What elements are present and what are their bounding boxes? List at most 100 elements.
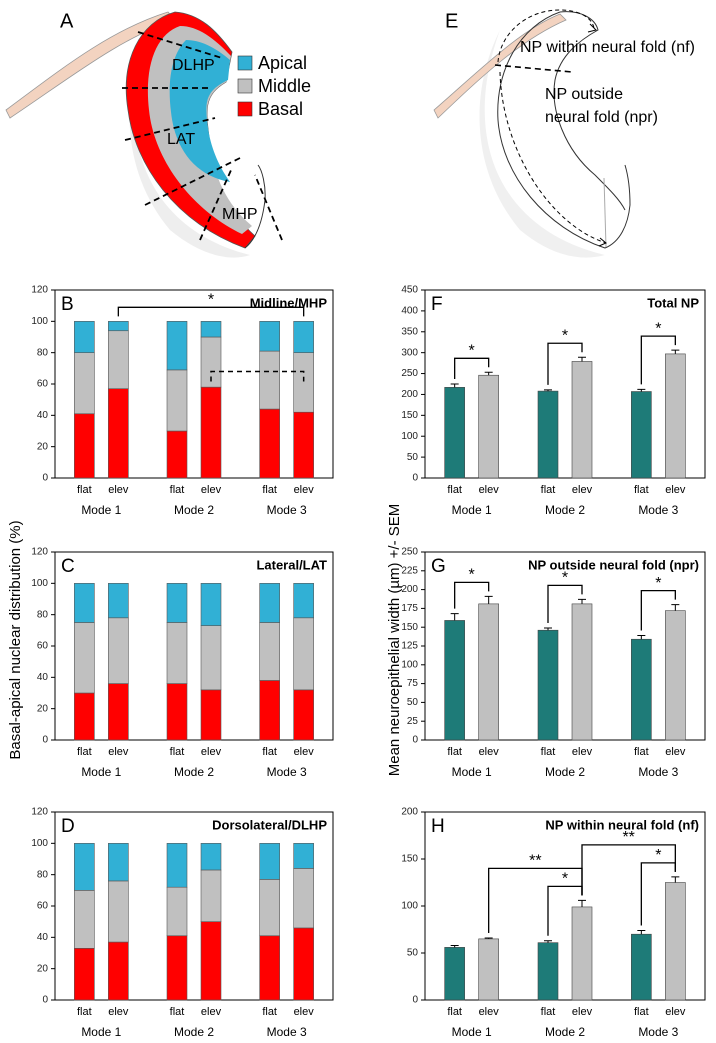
bar <box>665 882 686 1001</box>
x-tick-label: elev <box>665 746 686 758</box>
bar-segment <box>200 583 222 626</box>
chart-title: NP within neural fold (nf) <box>545 817 699 832</box>
bar-segment <box>293 927 314 1001</box>
plot-frame <box>54 289 334 479</box>
group-label: Mode 1 <box>452 503 492 517</box>
panel-letter: C <box>61 556 75 577</box>
region-dividers <box>122 31 283 241</box>
significance: * <box>655 320 661 337</box>
significance: * <box>469 343 475 360</box>
bar <box>537 942 559 1001</box>
bar-segment <box>166 622 188 684</box>
bar <box>444 387 465 479</box>
x-tick-label: flat <box>634 1006 649 1018</box>
y-tick-label: 100 <box>31 578 48 589</box>
group-label: Mode 3 <box>267 503 307 517</box>
midline <box>603 177 607 248</box>
error-bar <box>484 371 493 376</box>
y-tick-label: 250 <box>401 547 418 558</box>
error-bar <box>637 634 646 640</box>
bar-segment <box>200 625 222 691</box>
y-tick-label: 120 <box>31 285 48 296</box>
bar <box>631 933 652 1001</box>
y-tick-label: 100 <box>401 659 418 670</box>
y-tick-label: 100 <box>31 838 48 849</box>
bar-segment <box>293 689 314 741</box>
bar-segment <box>108 941 129 1001</box>
x-tick-label: elev <box>294 1006 315 1018</box>
bar-segment <box>108 617 129 684</box>
error-bar <box>450 383 459 388</box>
y-tick-label: 120 <box>31 807 48 818</box>
y-tick-label: 250 <box>401 368 418 379</box>
region-label: NP outside <box>545 86 623 103</box>
x-tick-label: elev <box>294 746 315 758</box>
bar-segment <box>166 843 188 888</box>
panel-letter: B <box>61 294 74 315</box>
bar <box>478 603 499 741</box>
y-tick-label: 40 <box>37 410 49 421</box>
x-tick-label: elev <box>572 484 593 496</box>
npr-path <box>499 71 607 244</box>
bar-segment <box>74 843 95 891</box>
bar-segment <box>74 890 95 949</box>
error-bar <box>637 929 646 935</box>
y-tick-label: 150 <box>401 410 418 421</box>
chart-title: Dorsolateral/DLHP <box>212 817 327 832</box>
group-label: Mode 1 <box>81 1025 121 1039</box>
arrow-head <box>598 237 607 247</box>
bar-segment <box>74 622 95 694</box>
significance: * <box>655 575 661 592</box>
x-tick-label: elev <box>572 1006 593 1018</box>
panel-letter: D <box>61 816 75 837</box>
x-tick-label: elev <box>201 746 222 758</box>
legend-label: Middle <box>258 76 311 96</box>
bar-segment <box>74 352 95 415</box>
bar-segment <box>293 352 314 413</box>
legend-swatch <box>237 101 253 117</box>
bar-segment <box>74 583 95 623</box>
x-tick-label: flat <box>634 746 649 758</box>
surface-ectoderm <box>433 13 567 119</box>
significance: * <box>562 871 568 888</box>
chart-title: Total NP <box>647 295 699 310</box>
legend-label: Apical <box>258 53 307 73</box>
significance: * <box>562 327 568 344</box>
error-bar <box>637 388 646 392</box>
error-bar <box>544 940 552 943</box>
bracket <box>454 357 490 379</box>
legend-swatch <box>237 78 253 94</box>
panel-letter: A <box>60 10 74 32</box>
bar-segment <box>293 411 314 479</box>
group-label: Mode 2 <box>174 503 214 517</box>
bar-segment <box>108 583 129 619</box>
y-tick-label: 100 <box>401 901 418 912</box>
y-tick-label: 125 <box>401 641 418 652</box>
y-tick-label: 300 <box>401 347 418 358</box>
x-tick-label: elev <box>479 484 500 496</box>
y-tick-label: 80 <box>37 869 49 880</box>
x-tick-label: flat <box>447 484 462 496</box>
error-bar <box>578 356 586 362</box>
y-tick-label: 200 <box>401 584 418 595</box>
bar-segment <box>166 935 188 1001</box>
bar <box>665 610 686 741</box>
bar-segment <box>166 886 188 937</box>
panel-letter: E <box>445 10 458 32</box>
x-tick-label: elev <box>572 746 593 758</box>
y-tick-label: 100 <box>401 431 418 442</box>
x-tick-label: flat <box>262 746 277 758</box>
arrow-head <box>587 23 597 33</box>
x-tick-label: flat <box>634 484 649 496</box>
bar-segment <box>259 935 280 1001</box>
x-tick-label: elev <box>201 484 222 496</box>
bar-segment <box>293 843 314 869</box>
significance: ** <box>529 853 541 870</box>
bar-segment <box>259 350 280 410</box>
y-tick-label: 0 <box>42 995 48 1006</box>
panel-letter: G <box>431 556 446 577</box>
x-tick-label: elev <box>108 484 129 496</box>
x-tick-label: flat <box>77 484 92 496</box>
group-label: Mode 3 <box>638 1025 678 1039</box>
group-label: Mode 2 <box>174 1025 214 1039</box>
